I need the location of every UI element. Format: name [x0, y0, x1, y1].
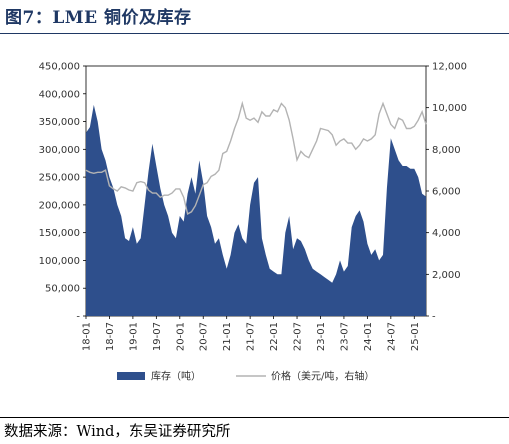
y-left-tick-label: 200,000 [39, 200, 80, 211]
x-tick-label: 18-07 [105, 322, 116, 351]
y-right-tick-label: 6,000 [432, 187, 461, 198]
x-tick-label: 23-07 [339, 322, 350, 351]
x-tick-label: 19-07 [152, 322, 163, 351]
x-tick-label: 18-01 [82, 322, 93, 351]
chart-title: 图7：LME 铜价及库存 [5, 8, 192, 28]
y-left-tick-label: 400,000 [39, 89, 80, 100]
y-right-tick-label: - [432, 312, 436, 323]
y-right-tick-label: 4,000 [432, 228, 461, 239]
x-tick-label: 23-01 [316, 322, 327, 351]
x-tick-label: 21-01 [222, 322, 233, 351]
inventory-area [86, 104, 426, 317]
y-right-tick-label: 12,000 [432, 62, 467, 73]
y-left-tick-label: 100,000 [39, 256, 80, 267]
y-left-tick-label: 450,000 [39, 62, 80, 73]
x-tick-label: 25-01 [410, 322, 421, 351]
y-right-tick-label: 8,000 [432, 145, 461, 156]
y-left-tick-label: 250,000 [39, 173, 80, 184]
legend-label-inventory: 库存（吨） [151, 370, 201, 383]
y-right-tick-label: 2,000 [432, 270, 461, 281]
y-left-tick-label: 350,000 [39, 117, 80, 128]
x-tick-label: 19-01 [128, 322, 139, 351]
y-left-tick-label: 300,000 [39, 145, 80, 156]
y-left-tick-label: - [76, 312, 80, 323]
x-tick-label: 20-01 [175, 322, 186, 351]
price-line [85, 100, 427, 215]
y-right-tick-label: 10,000 [432, 103, 467, 114]
legend-swatch-inventory [117, 372, 145, 380]
x-tick-label: 22-01 [269, 322, 280, 351]
x-tick-label: 24-01 [363, 322, 374, 351]
x-tick-label: 20-07 [199, 322, 210, 351]
chart: - 50,000 100,000 150,000 200,000 250,000 300,0… [39, 62, 467, 383]
legend-label-price: 价格（美元/吨，右轴） [271, 370, 374, 383]
source-note: 数据来源：Wind，东吴证券研究所 [4, 424, 231, 440]
x-tick-label: 21-07 [246, 322, 257, 351]
y-left-tick-label: 150,000 [39, 228, 80, 239]
x-tick-label: 24-07 [386, 322, 397, 351]
y-left-tick-label: 50,000 [45, 284, 80, 295]
source-rule [0, 417, 509, 418]
title-rule [0, 33, 509, 34]
x-tick-label: 22-07 [293, 322, 304, 351]
